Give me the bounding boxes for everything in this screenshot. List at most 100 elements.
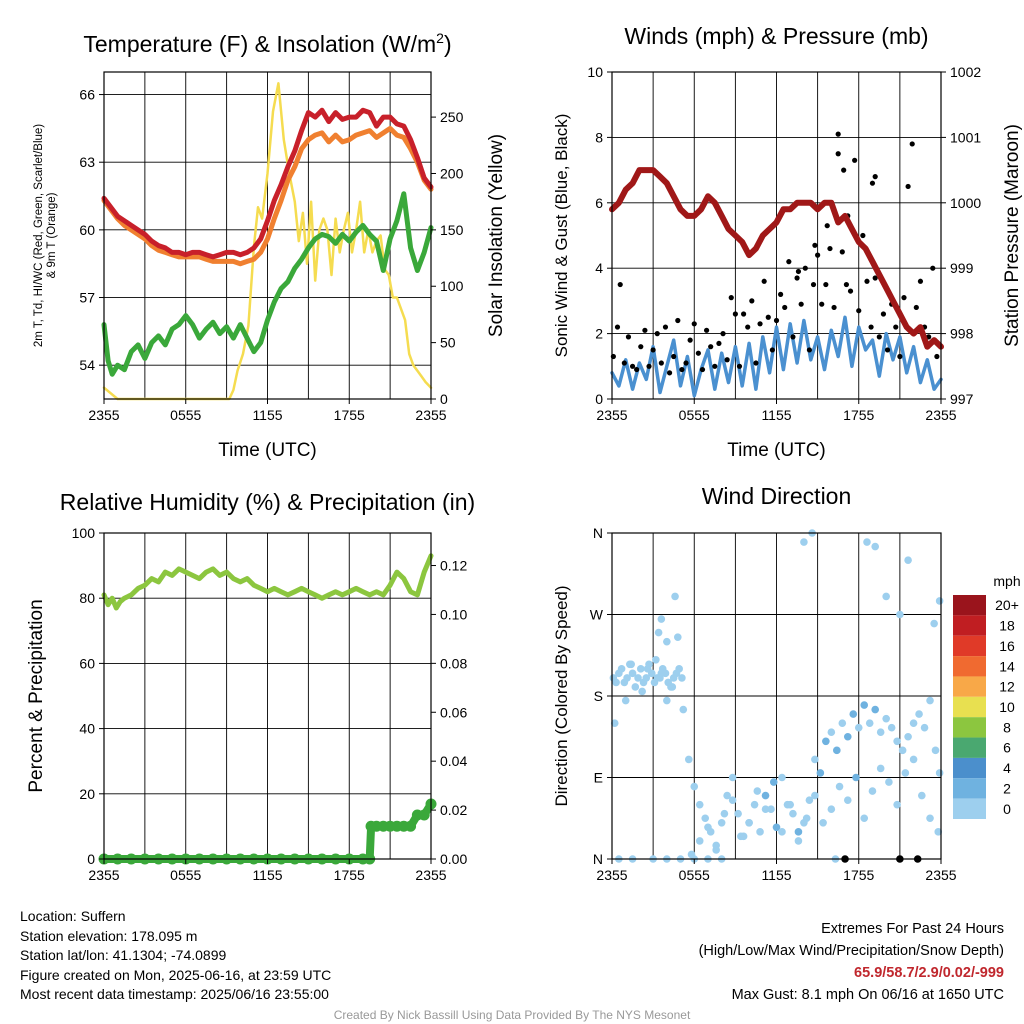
gust-point (839, 249, 845, 255)
winds-y2tick-label: 1001 (950, 129, 981, 145)
legend-label: 4 (1003, 760, 1011, 776)
wind-direction-point (863, 538, 871, 546)
extremes-panel: Extremes For Past 24 Hours (High/Low/Max… (699, 918, 1004, 1006)
humidity-xtick-label: 2355 (88, 867, 119, 883)
gust-point (827, 245, 833, 252)
wind-direction-point (926, 814, 934, 823)
temperature-ylabel: 2m T, Td, HI/WC (Red, Green, Scarlet/Blu… (33, 124, 58, 347)
temperature-title: Temperature (F) & Insolation (W/m2) (83, 30, 451, 57)
legend-label: 10 (999, 699, 1015, 715)
gust-point (790, 334, 796, 340)
station-elevation: Station elevation: 178.095 m (20, 927, 198, 944)
wind-direction-point (896, 610, 904, 619)
legend-label: 18 (999, 618, 1015, 634)
humidity-y2tick-label: 0.12 (440, 558, 467, 574)
gust-point (847, 288, 854, 294)
wind-direction-point (854, 723, 863, 732)
gust-point (934, 353, 940, 360)
wind-direction-point (657, 615, 666, 623)
wind-direction-point (868, 787, 877, 795)
humidity-y2tick-label: 0.06 (440, 704, 467, 720)
humidity-y2tick-label: 0.02 (440, 802, 467, 818)
winds-xtick-label: 1755 (843, 407, 874, 423)
gust-point (841, 167, 847, 173)
wind-direction-point (636, 665, 645, 673)
wind-direction-point (631, 683, 640, 691)
winds-chart: Winds (mph) & Pressure (mb) 2355 0555 1155 1… (552, 23, 1023, 461)
gust-point (753, 360, 759, 366)
wind-direction-point (822, 737, 830, 746)
wind-direction-point (852, 773, 860, 782)
wind-direction-point (811, 755, 819, 764)
gust-point (671, 353, 677, 360)
humidity-ytick-label: 100 (72, 525, 96, 541)
wind-direction-ylabel: Direction (Colored By Speed) (552, 585, 571, 806)
humidity-ytick-label: 40 (79, 721, 95, 737)
humidity-xtick-label: 1155 (252, 867, 282, 883)
temperature-y2tick-label: 150 (440, 222, 464, 238)
legend-swatch (953, 696, 986, 718)
temperature-ytick-label: 60 (79, 222, 95, 238)
gust-point (675, 317, 681, 324)
legend-title: mph (993, 573, 1020, 589)
wind-direction-point (728, 796, 737, 804)
station-latlon: Station lat/lon: 41.1304; -74.0899 (20, 947, 227, 963)
gust-point (728, 295, 734, 301)
station-info: Location: Suffern Station elevation: 178… (20, 907, 331, 1005)
wind-direction-point (695, 800, 704, 809)
legend-label: 2 (1003, 780, 1011, 796)
temperature-y2tick-label: 250 (440, 109, 464, 125)
humidity-ytick-label: 20 (79, 786, 95, 802)
extremes-values: 65.9/58.7/2.9/0.02/-999 (854, 965, 1004, 981)
legend-label: 0 (1003, 801, 1011, 817)
wind-direction-point (935, 597, 944, 605)
gust-point (835, 151, 841, 157)
legend-swatch (953, 635, 986, 657)
gust-point (757, 321, 763, 327)
winds-xtick-label: 2355 (925, 407, 956, 423)
wind-direction-point (671, 592, 679, 601)
wind-direction-point (887, 723, 896, 732)
wind-direction-point (761, 791, 770, 800)
legend-label: 16 (999, 638, 1015, 654)
wind-direction-point (926, 696, 934, 705)
wind-direction-point (701, 814, 710, 823)
legend-swatch (953, 595, 986, 616)
temperature-xtick-label: 2355 (415, 407, 446, 423)
wind-direction-point (674, 633, 682, 641)
wind-direction-point (794, 828, 803, 836)
temperature-ytick-label: 57 (79, 290, 95, 306)
humidity-y2tick-label: 0.00 (440, 851, 467, 867)
wind-direction-point (761, 805, 770, 813)
wind_direction-ytick-label: N (593, 525, 603, 541)
wind-direction-point (750, 800, 759, 809)
wind-direction-point (734, 809, 742, 818)
winds-xlabel: Time (UTC) (727, 440, 826, 461)
wind-direction-point (737, 832, 745, 841)
wind-direction-point (865, 719, 874, 727)
precipitation-point (418, 809, 430, 821)
winds-ytick-label: 0 (595, 391, 603, 407)
wind-direction-point (654, 628, 663, 637)
wind-direction-point (816, 769, 825, 777)
humidity-chart: Relative Humidity (%) & Precipitation (i… (26, 489, 475, 883)
wind-direction-point (860, 814, 869, 823)
wind-direction-point (617, 665, 626, 673)
station-pressure-line (609, 167, 944, 350)
temperature-chart: Temperature (F) & Insolation (W/m2)2355 0… (33, 30, 507, 461)
legend-swatch (953, 615, 986, 636)
wind-direction-point (838, 719, 847, 727)
wind-direction-point (904, 556, 912, 564)
temperature-y2label: Solar Insolation (Yellow) (486, 134, 507, 337)
gust-point (869, 180, 876, 186)
wind-direction-point (756, 828, 764, 836)
gust-point (913, 304, 919, 311)
wind-direction-point (772, 823, 781, 832)
gust-point (864, 278, 870, 284)
wind-direction-point (918, 791, 926, 800)
wind-direction-point (663, 696, 671, 705)
wind-direction-point (720, 809, 729, 818)
temperature-y2tick-label: 200 (440, 165, 464, 181)
wind-direction-point (915, 710, 923, 718)
credit-line: Created By Nick Bassill Using Data Provi… (333, 1008, 691, 1022)
